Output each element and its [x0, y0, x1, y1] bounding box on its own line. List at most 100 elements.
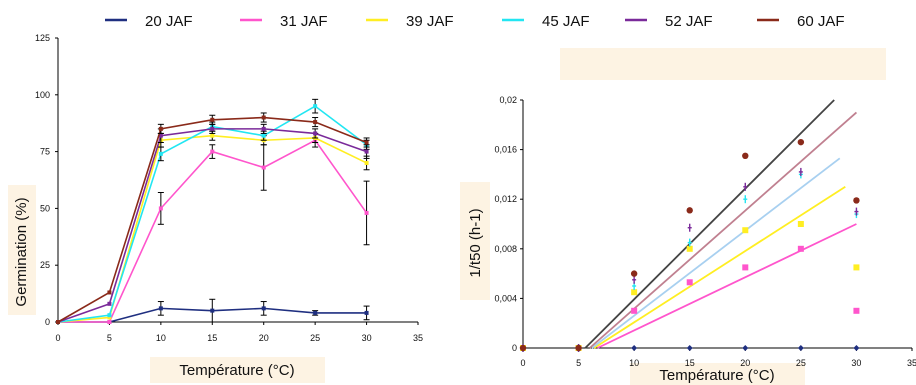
y-tick-label-right: 0,012 — [494, 194, 517, 204]
legend-label: 52 JAF — [665, 13, 713, 30]
data-point — [210, 133, 215, 138]
x-tick-label-right: 0 — [520, 358, 525, 368]
x-tick-label-right: 30 — [851, 358, 861, 368]
data-point — [364, 140, 369, 145]
x-tick-label-left: 10 — [156, 333, 166, 343]
legend-label: 60 JAF — [797, 13, 845, 30]
x-tick-label-left: 20 — [259, 333, 269, 343]
trendline — [584, 99, 835, 349]
series-line — [57, 134, 367, 323]
data-point — [686, 245, 693, 252]
rate-chart: 1/t50 (h-1) Température (°C) 0 0,004 0,008… — [460, 48, 916, 385]
data-point — [630, 270, 638, 277]
data-point — [261, 126, 266, 131]
y-tick-label-left: 75 — [40, 147, 50, 157]
x-axis-title-left: Température (°C) — [179, 362, 294, 379]
data-point — [107, 320, 112, 324]
data-point — [853, 345, 860, 351]
data-point — [210, 126, 215, 131]
x-tick-label-left: 30 — [362, 333, 372, 343]
data-point — [797, 245, 804, 252]
data-point — [210, 149, 215, 154]
data-point — [107, 290, 112, 295]
data-point — [364, 149, 369, 154]
y-tick-label-left: 0 — [45, 317, 50, 327]
data-point — [797, 221, 804, 227]
x-tick-label-right: 5 — [576, 358, 581, 368]
data-point — [742, 264, 749, 271]
y-tick-label-right: 0,02 — [499, 95, 517, 105]
data-point — [158, 206, 163, 211]
data-point — [364, 310, 369, 315]
y-axis-title-right: 1/t50 (h-1) — [467, 208, 484, 277]
ylabel-background-left — [8, 185, 36, 315]
data-point — [313, 310, 318, 315]
x-tick-label-left: 15 — [207, 333, 217, 343]
data-point — [107, 301, 112, 306]
legend-label: 45 JAF — [542, 13, 590, 30]
trendline — [593, 186, 846, 349]
data-point — [364, 210, 369, 215]
data-point — [210, 117, 215, 122]
data-point — [313, 120, 318, 125]
data-point — [158, 133, 163, 138]
y-tick-label-right: 0,008 — [494, 244, 517, 254]
data-point — [261, 115, 266, 120]
x-tick-label-right: 10 — [629, 358, 639, 368]
data-point — [797, 345, 804, 351]
y-axis-title-left: Germination (%) — [13, 197, 30, 306]
y-tick-label-right: 0,016 — [494, 145, 517, 155]
data-point — [575, 344, 582, 352]
trendline — [591, 157, 841, 349]
y-tick-label-left: 125 — [35, 33, 50, 43]
data-point — [631, 345, 638, 351]
trendline — [589, 111, 858, 349]
x-tick-label-left: 0 — [55, 333, 60, 343]
data-point — [107, 313, 112, 318]
data-point — [686, 279, 693, 286]
xlabel-background-right — [630, 363, 805, 385]
data-point — [742, 227, 749, 234]
data-point — [261, 306, 266, 311]
data-point — [797, 138, 805, 146]
data-point — [686, 345, 693, 351]
y-tick-label-left: 25 — [40, 260, 50, 270]
data-point — [364, 160, 369, 165]
data-point — [158, 306, 163, 311]
germination-chart: Germination (%) Température (°C) 0 25 50 75… — [8, 33, 423, 383]
y-tick-label-left: 100 — [35, 90, 50, 100]
x-tick-label-left: 35 — [413, 333, 423, 343]
y-tick-label-right: 0 — [512, 343, 517, 353]
data-point — [519, 344, 527, 352]
legend-label: 39 JAF — [406, 13, 454, 30]
x-tick-label-right: 35 — [907, 358, 916, 368]
data-point — [742, 345, 749, 351]
data-point — [742, 152, 749, 159]
x-tick-label-right: 25 — [796, 358, 806, 368]
ylabel-background-right — [460, 182, 490, 300]
title-placeholder-right — [560, 48, 886, 80]
data-point — [853, 264, 860, 271]
data-point — [631, 307, 638, 314]
data-point — [686, 207, 693, 214]
data-point — [313, 131, 318, 136]
data-point — [107, 315, 112, 320]
data-point — [313, 104, 318, 109]
data-point — [631, 289, 638, 296]
y-tick-label-left: 50 — [40, 203, 50, 213]
legend-label: 31 JAF — [280, 13, 328, 30]
x-axis-title-right: Température (°C) — [659, 367, 774, 384]
legend-label: 20 JAF — [145, 13, 193, 30]
data-point — [158, 151, 163, 156]
data-point — [853, 197, 860, 204]
trendline — [597, 223, 857, 349]
data-point — [210, 308, 215, 313]
data-point — [261, 165, 266, 170]
y-tick-label-right: 0,004 — [494, 293, 517, 303]
data-point — [56, 320, 60, 324]
xlabel-background-left — [150, 357, 325, 383]
legend: 20 JAF 31 JAF 39 JAF 45 JAF 52 JAF 60 JAF — [105, 13, 845, 30]
data-point — [158, 126, 163, 131]
x-tick-label-right: 15 — [685, 358, 695, 368]
